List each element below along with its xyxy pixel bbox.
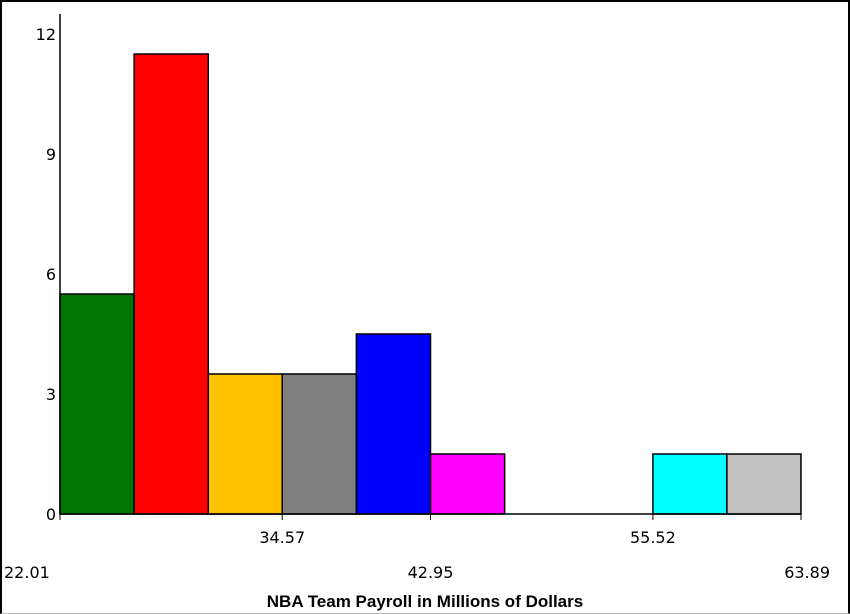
x-tick-label: 63.89 (784, 563, 830, 582)
x-tick-label: 55.52 (630, 528, 676, 547)
y-tick-label: 6 (46, 265, 56, 284)
histogram-bar-5 (355, 333, 432, 515)
x-axis-title: NBA Team Payroll in Millions of Dollars (267, 592, 583, 611)
y-tick-label: 9 (46, 145, 56, 164)
x-ticks-group: 34.57 55.52 22.01 42.95 63.89 (4, 514, 830, 582)
y-tick-label: 3 (46, 385, 56, 404)
y-tick-label: 0 (46, 505, 56, 524)
y-ticks-group: 0 3 6 9 12 (36, 25, 56, 524)
y-tick-label: 12 (36, 25, 56, 44)
bars-group (59, 53, 802, 515)
histogram-bar-1 (59, 293, 135, 515)
histogram-bar-6 (429, 453, 506, 515)
histogram-bar-2 (133, 53, 210, 515)
histogram-bar-3 (207, 373, 283, 515)
histogram-bar-10 (726, 453, 802, 515)
histogram-bar-9 (652, 453, 728, 515)
histogram-bar-4 (281, 373, 358, 515)
x-tick-label: 42.95 (408, 563, 454, 582)
x-tick-label: 22.01 (4, 563, 50, 582)
x-tick-label: 34.57 (259, 528, 305, 547)
